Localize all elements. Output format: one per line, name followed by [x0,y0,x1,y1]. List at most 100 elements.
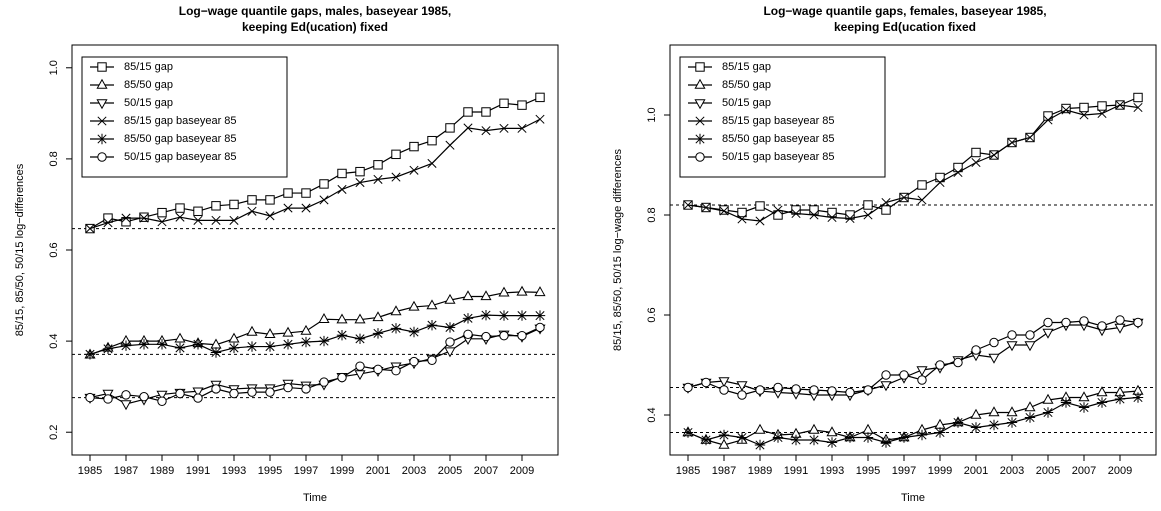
marker [96,99,108,110]
marker-stroke [1007,137,1017,148]
marker [120,340,132,351]
marker [139,213,149,223]
x-tick-label: 1993 [222,465,246,477]
marker-stroke [863,210,873,220]
marker [898,432,910,443]
marker [881,370,891,380]
marker [283,203,293,213]
marker [772,432,784,443]
x-tick-label: 2007 [474,465,498,477]
marker-stroke [1025,132,1035,143]
marker [463,107,473,117]
legend-box [81,56,288,178]
marker-stroke [773,205,783,215]
marker [845,213,855,224]
legend-label: 85/50 gap baseyear 85 [124,133,237,145]
legend-label: 50/15 gap [722,97,771,109]
marker-stroke [283,203,293,213]
y-tick-label: 0.6 [48,242,60,257]
marker [445,337,455,347]
marker [228,332,240,343]
marker [863,385,873,395]
marker [355,166,365,177]
marker [718,377,730,388]
marker [372,311,384,322]
marker [899,192,909,203]
marker [719,385,729,395]
legend-label: 50/15 gap baseyear 85 [124,151,237,163]
y-tick-label: 0.4 [646,407,658,422]
marker [826,426,838,437]
marker [97,62,107,72]
marker [84,349,96,360]
marker [988,406,1000,417]
x-axis-label: Time [901,492,925,504]
x-tick-label: 1987 [114,465,138,477]
marker-stroke [1043,115,1053,125]
x-tick-label: 1991 [784,465,808,477]
marker-stroke [719,206,729,216]
marker [827,207,837,218]
marker [881,197,891,208]
x-axis-label: Time [303,492,327,504]
marker [827,212,837,223]
marker [498,286,510,297]
marker [283,382,293,393]
marker [683,382,693,393]
marker [157,396,167,406]
marker [1097,321,1107,331]
marker [1007,137,1017,148]
marker [229,215,239,225]
marker [1043,115,1053,125]
x-tick-label: 2001 [366,465,390,477]
marker [935,172,945,183]
marker-stroke [881,197,891,208]
marker [1078,402,1090,413]
marker [391,172,401,182]
marker [372,328,384,339]
x-tick-label: 1999 [330,465,354,477]
marker [1133,92,1143,103]
marker [695,62,705,72]
series-line [89,291,541,356]
marker [499,98,509,109]
chart-title: Log−wage quantile gaps, females, baseyea… [763,4,1046,18]
marker [499,330,509,341]
marker-stroke [809,210,819,220]
marker [355,361,365,371]
legend-label: 85/50 gap [722,79,771,91]
marker [694,78,706,89]
marker [695,116,705,126]
marker [355,178,365,188]
marker-stroke [85,224,95,234]
x-tick-label: 1997 [294,465,318,477]
marker [409,165,419,175]
marker-stroke [211,215,221,225]
marker-stroke [701,202,711,213]
marker [953,167,963,178]
marker [103,218,113,228]
marker [791,208,801,219]
marker [193,206,203,216]
marker-stroke [755,216,765,226]
marker [247,387,257,397]
y-tick-label: 1.0 [646,107,658,122]
marker [1042,407,1054,418]
x-tick-label: 1995 [258,465,282,477]
marker [282,326,294,337]
marker [1025,132,1035,143]
marker [1096,386,1108,397]
marker [1114,393,1126,405]
marker [535,114,545,124]
marker [899,370,909,380]
marker [694,133,706,145]
marker [809,205,819,215]
marker [1061,317,1071,328]
marker-stroke [989,150,999,160]
marker [737,390,747,400]
marker [1079,110,1089,120]
x-tick-label: 1985 [676,465,700,477]
marker-stroke [319,195,329,205]
marker-stroke [157,217,167,227]
